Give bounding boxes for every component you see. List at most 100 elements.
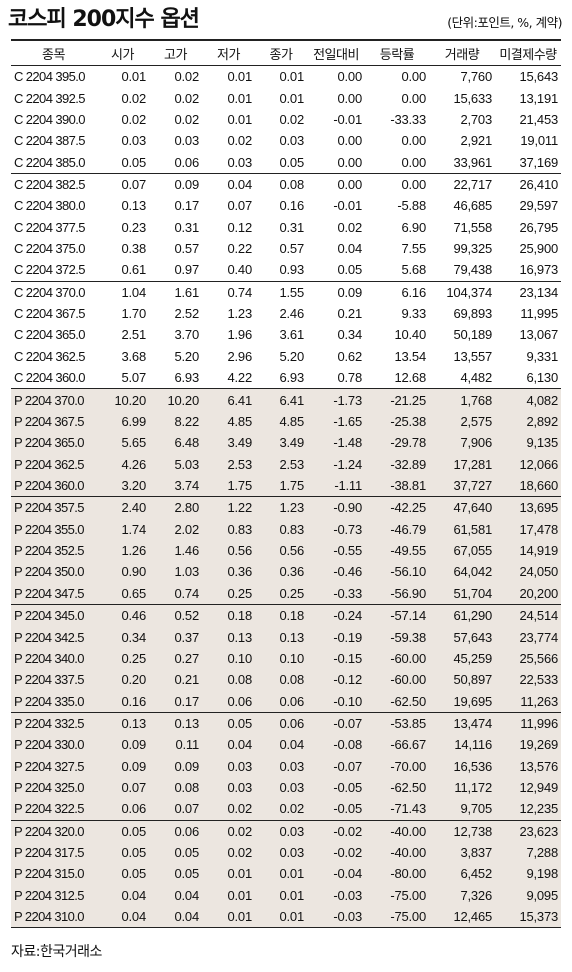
- col-open-cell: 0.06: [96, 798, 149, 821]
- col-change-rate-cell: 0.00: [401, 154, 426, 170]
- col-open-interest-cell: 29,597: [519, 198, 558, 214]
- col-open-cell: 10.20: [96, 388, 149, 411]
- col-change-rate-cell: -57.14: [365, 603, 429, 627]
- col-open-interest-cell: 16,973: [519, 262, 558, 278]
- table-row: C 2204 392.5 0.02 0.02 0.01 0.01 0.00 0.00 15,6…: [11, 87, 561, 108]
- table-row: P 2204 362.5 4.26 5.03 2.53 2.53 -1.24 -32.89 1…: [11, 453, 561, 475]
- col-open-cell: 3.20: [96, 474, 149, 497]
- col-open-cell: 0.13: [121, 198, 146, 214]
- table-row: C 2204 367.5 1.70 2.52 1.23 2.46 0.21 9.33 69,8…: [11, 303, 561, 324]
- col-change-rate-cell: -25.38: [365, 410, 429, 433]
- col-change-rate-cell: -5.88: [397, 198, 426, 214]
- col-low-cell: 0.06: [202, 690, 255, 713]
- col-low-cell: 1.23: [227, 306, 252, 322]
- col-high-cell: 1.61: [149, 280, 202, 303]
- table-row: P 2204 327.5 0.09 0.09 0.03 0.03 -0.07 -70.00 1…: [11, 755, 561, 777]
- col-change-header: 전일대비: [307, 39, 365, 66]
- col-volume-cell: 71,558: [453, 219, 492, 235]
- col-item-cell: C 2204 390.0: [14, 111, 85, 127]
- col-volume-cell: 99,325: [453, 241, 492, 257]
- col-low-cell: 4.85: [202, 410, 255, 433]
- col-item-cell: C 2204 360.0: [14, 370, 85, 386]
- col-open-interest-cell: 21,453: [519, 111, 558, 127]
- col-change-cell: -0.02: [307, 819, 365, 842]
- col-low-cell: 0.74: [202, 280, 255, 303]
- col-low-cell: 0.01: [227, 111, 252, 127]
- col-open-interest-cell: 12,949: [495, 776, 561, 799]
- col-open-cell: 0.03: [121, 133, 146, 149]
- col-open-interest-cell: 9,198: [495, 863, 561, 885]
- col-high-cell: 0.09: [149, 172, 202, 196]
- col-change-cell: -0.15: [307, 647, 365, 670]
- col-open-interest-cell: 11,995: [520, 306, 558, 322]
- col-low-cell: 0.01: [202, 863, 255, 885]
- col-high-cell: 0.31: [174, 219, 199, 235]
- col-close-cell: 0.16: [279, 198, 304, 214]
- col-volume-cell: 11,172: [429, 776, 495, 799]
- col-high-cell: 0.02: [149, 65, 202, 88]
- col-open-cell: 0.05: [96, 841, 149, 864]
- col-change-rate-cell: -62.50: [365, 690, 429, 713]
- col-high-cell: 6.48: [149, 432, 202, 454]
- col-item-cell: P 2204 310.0: [11, 906, 96, 929]
- col-item-cell: C 2204 382.5: [11, 172, 96, 196]
- col-high-cell: 0.57: [174, 241, 199, 257]
- col-volume-cell: 61,581: [429, 518, 495, 540]
- col-open-cell: 0.23: [121, 219, 146, 235]
- col-item-cell: P 2204 357.5: [11, 496, 96, 519]
- table-row: C 2204 360.0 5.07 6.93 4.22 6.93 0.78 12.68 4,4…: [11, 367, 561, 389]
- col-open-interest-cell: 4,082: [495, 388, 561, 411]
- col-volume-cell: 104,374: [429, 280, 495, 303]
- table-row: P 2204 340.0 0.25 0.27 0.10 0.10 -0.15 -60.00 4…: [11, 647, 561, 670]
- col-volume-cell: 9,705: [429, 798, 495, 821]
- col-open-cell: 0.25: [96, 647, 149, 670]
- col-change-cell: 0.00: [307, 65, 365, 88]
- col-item-cell: P 2204 325.0: [11, 776, 96, 799]
- col-low-header: 저가: [202, 39, 255, 66]
- col-open-cell: 1.26: [96, 539, 149, 562]
- col-open-cell: 0.02: [121, 111, 146, 127]
- col-change-rate-cell: -62.50: [365, 776, 429, 799]
- col-change-rate-header: 등락률: [365, 39, 429, 66]
- col-volume-cell: 2,703: [460, 111, 492, 127]
- col-change-cell: -0.03: [307, 884, 365, 907]
- col-volume-cell: 3,837: [429, 841, 495, 864]
- col-close-cell: 3.49: [255, 432, 307, 454]
- col-item-cell: P 2204 365.0: [11, 432, 96, 454]
- col-volume-cell: 1,768: [429, 388, 495, 411]
- col-change-rate-cell: -66.67: [365, 734, 429, 756]
- table-row: C 2204 362.5 3.68 5.20 2.96 5.20 0.62 13.54 13,…: [11, 346, 561, 367]
- col-change-rate-cell: -29.78: [365, 432, 429, 454]
- col-volume-cell: 69,893: [453, 306, 492, 322]
- col-item-cell: P 2204 352.5: [11, 539, 96, 562]
- table-row: C 2204 380.0 0.13 0.17 0.07 0.16 -0.01 -5.88 46…: [11, 195, 561, 216]
- col-open-interest-cell: 26,410: [495, 172, 561, 196]
- col-change-cell: -1.73: [307, 388, 365, 411]
- col-item-cell: P 2204 315.0: [11, 863, 96, 885]
- col-open-interest-cell: 11,263: [495, 690, 561, 713]
- col-item-cell: P 2204 332.5: [11, 711, 96, 735]
- col-close-cell: 4.85: [255, 410, 307, 433]
- col-change-cell: -0.01: [333, 111, 362, 127]
- table-body: C 2204 395.0 0.01 0.02 0.01 0.01 0.00 0.00 7,76…: [11, 65, 561, 929]
- col-high-cell: 0.21: [149, 669, 202, 691]
- col-volume-cell: 2,575: [429, 410, 495, 433]
- col-volume-cell: 57,643: [429, 626, 495, 648]
- col-open-interest-cell: 9,135: [495, 432, 561, 454]
- table-row: P 2204 367.5 6.99 8.22 4.85 4.85 -1.65 -25.38 2…: [11, 410, 561, 433]
- col-high-cell: 0.08: [149, 776, 202, 799]
- table-row: P 2204 347.5 0.65 0.74 0.25 0.25 -0.33 -56.90 5…: [11, 582, 561, 605]
- col-open-interest-header: 미결제수량: [495, 39, 561, 66]
- col-change-cell: -0.02: [307, 841, 365, 864]
- col-change-rate-cell: 9.33: [401, 306, 426, 322]
- table-row: C 2204 387.5 0.03 0.03 0.02 0.03 0.00 0.00 2,92…: [11, 130, 561, 151]
- col-volume-cell: 37,727: [429, 474, 495, 497]
- col-change-rate-cell: -38.81: [365, 474, 429, 497]
- col-close-cell: 0.01: [255, 863, 307, 885]
- col-low-cell: 0.36: [202, 561, 255, 583]
- col-open-cell: 0.90: [96, 561, 149, 583]
- col-item-cell: P 2204 330.0: [11, 734, 96, 756]
- col-low-cell: 0.12: [227, 219, 252, 235]
- col-change-cell: 0.09: [307, 280, 365, 303]
- col-high-cell: 3.74: [149, 474, 202, 497]
